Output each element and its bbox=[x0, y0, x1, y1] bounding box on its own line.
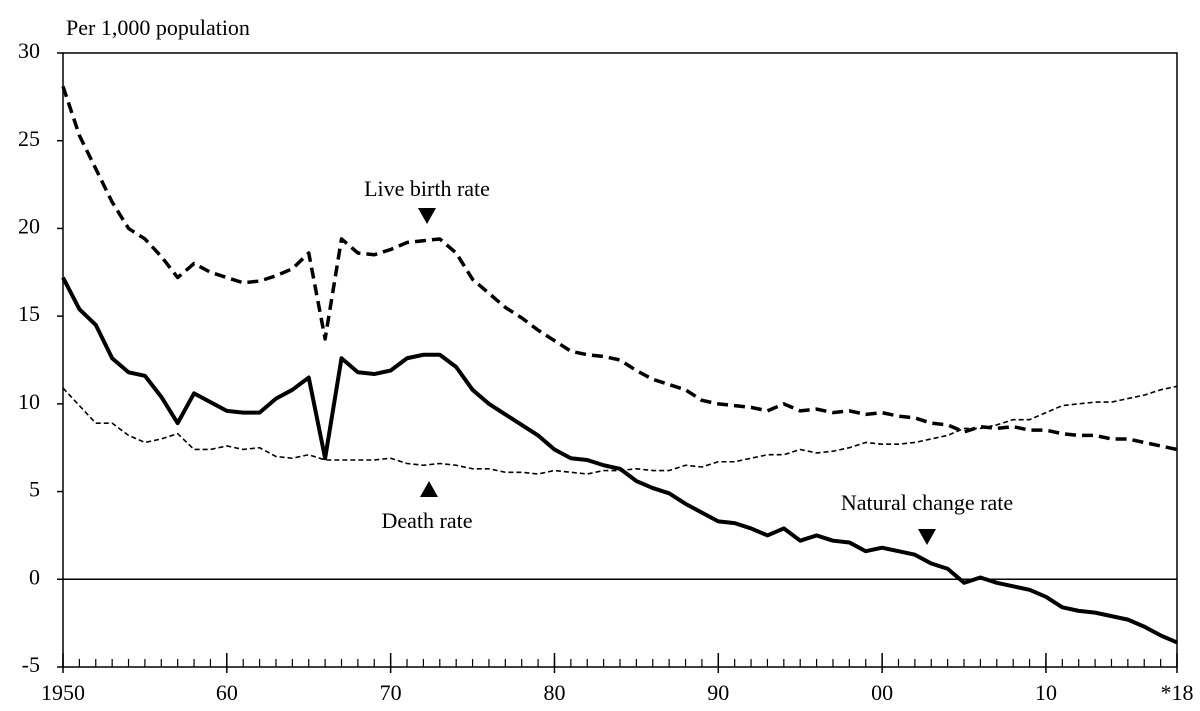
x-tick-label: 1950 bbox=[41, 680, 85, 705]
y-tick-label: 25 bbox=[18, 126, 40, 151]
label-pointer bbox=[420, 481, 438, 497]
series-line bbox=[61, 276, 1178, 645]
y-tick-label: 30 bbox=[18, 38, 40, 63]
y-axis-label: Per 1,000 population bbox=[66, 15, 250, 40]
label-pointer bbox=[418, 208, 436, 224]
series-line bbox=[62, 385, 1178, 475]
x-tick-label: 00 bbox=[871, 680, 893, 705]
series-label: Death rate bbox=[382, 508, 473, 533]
x-tick-label: *18 bbox=[1161, 680, 1194, 705]
y-tick-label: 15 bbox=[18, 301, 40, 326]
y-tick-label: 10 bbox=[18, 389, 40, 414]
series-label: Natural change rate bbox=[841, 490, 1013, 515]
x-tick-label: 80 bbox=[543, 680, 565, 705]
x-tick-label: 70 bbox=[380, 680, 402, 705]
y-tick-label: 5 bbox=[29, 477, 40, 502]
plot-frame bbox=[62, 52, 1178, 668]
x-tick-label: 60 bbox=[216, 680, 238, 705]
y-tick-label: 20 bbox=[18, 213, 40, 238]
y-tick-label: -5 bbox=[22, 652, 40, 677]
series-label: Live birth rate bbox=[364, 176, 490, 201]
x-tick-label: 10 bbox=[1035, 680, 1057, 705]
series-line bbox=[61, 85, 1178, 452]
y-tick-label: 0 bbox=[29, 564, 40, 589]
x-tick-label: 90 bbox=[707, 680, 729, 705]
label-pointer bbox=[918, 529, 936, 545]
